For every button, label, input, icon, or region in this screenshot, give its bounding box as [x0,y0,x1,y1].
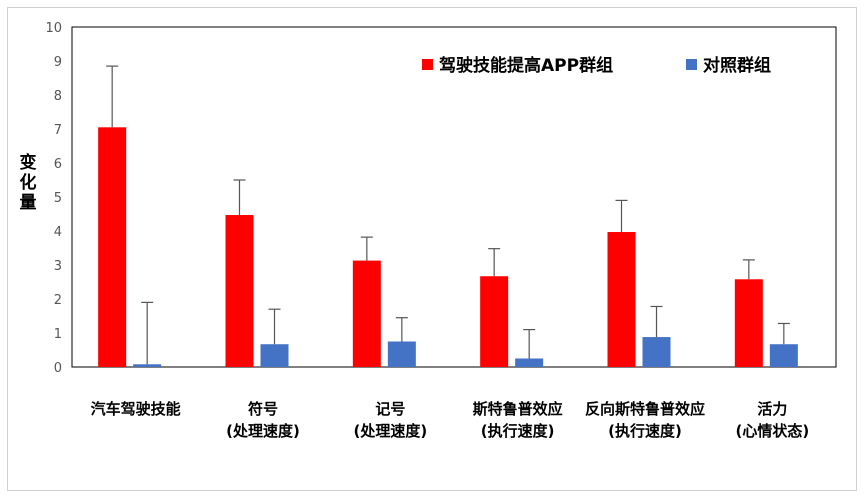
bar-control-group [260,344,289,367]
y-tick-label: 5 [54,191,62,206]
legend-label: 驾驶技能提高APP群组 [439,55,613,76]
chart-frame [7,7,857,491]
y-tick-label: 0 [54,361,62,376]
bar-app-group [734,279,763,367]
category-label: 符号 [248,400,278,418]
category-labels: 汽车驾驶技能 符号 (处理速度) 记号 (处理速度) 斯特鲁普效应 (执行速度) 反向斯特鲁普… [91,400,810,440]
plot-area [71,26,837,368]
category-label: 活力 [757,400,787,418]
error-bars [106,65,790,365]
bar-control-group [515,358,544,367]
y-tick-label: 8 [54,89,62,104]
bars [98,127,798,367]
category-label: (处理速度) [226,422,300,440]
legend-label: 对照群组 [703,55,771,76]
bar-app-group [98,127,127,367]
y-tick-label: 2 [54,293,62,308]
y-tick-label: 3 [54,259,62,274]
bar-control-group [642,337,671,367]
bar-control-group [387,341,416,367]
category-label: 斯特鲁普效应 [473,400,563,418]
bar-app-group [225,215,254,367]
y-tick-label: 4 [54,225,62,240]
bar-app-group [480,276,509,367]
bar-app-group [607,232,636,367]
y-tick-label: 7 [54,123,62,138]
bar-control-group [133,364,162,367]
category-label: (心情状态) [735,422,809,440]
category-label: 汽车驾驶技能 [91,400,181,418]
category-label: 反向斯特鲁普效应 [585,400,705,418]
category-label: (处理速度) [353,422,427,440]
bar-app-group [352,260,381,367]
y-tick-label: 1 [54,327,62,342]
category-label: (执行速度) [608,422,682,440]
y-axis-label: 变化量 [20,152,37,213]
y-tick-label: 10 [45,21,62,36]
legend-swatch [422,59,433,70]
y-axis-ticks: 0 1 2 3 4 5 6 7 8 9 10 [45,21,62,376]
y-tick-label: 6 [54,157,62,172]
legend-swatch [686,59,697,70]
category-label: (执行速度) [481,422,555,440]
y-tick-label: 9 [54,55,62,70]
legend: 驾驶技能提高APP群组 对照群组 [422,55,771,76]
category-label: 记号 [375,400,405,418]
bar-control-group [769,344,798,367]
